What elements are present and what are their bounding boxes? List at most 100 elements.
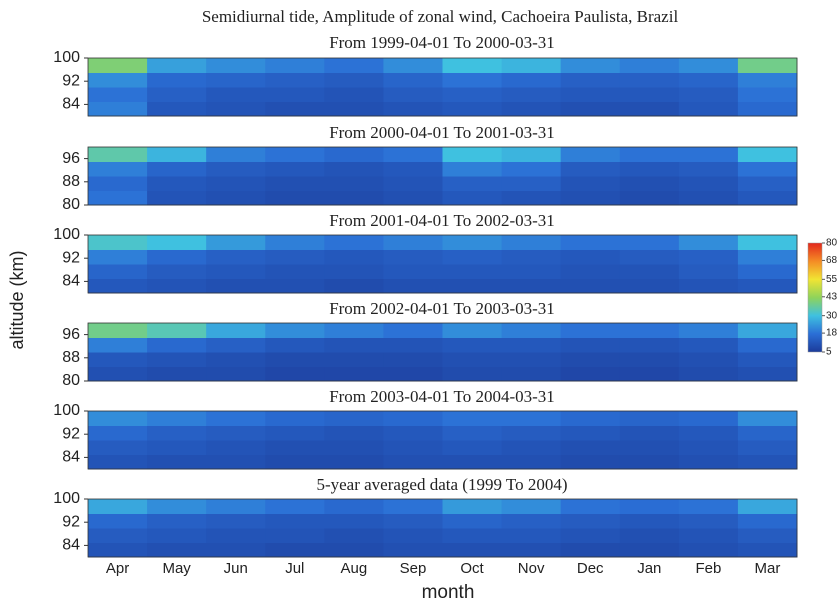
heat-cell (206, 190, 266, 206)
heat-cell (383, 101, 443, 117)
y-tick-label: 100 (53, 490, 80, 507)
heat-cell (619, 352, 680, 367)
heat-cell (619, 425, 680, 441)
heat-cell (383, 72, 443, 88)
heat-cell (206, 440, 266, 455)
heat-cell (206, 323, 266, 338)
heat-cell (147, 190, 207, 206)
heat-cell (678, 411, 739, 426)
heat-cell (265, 411, 325, 426)
heat-cell (147, 58, 207, 73)
heat-cell (265, 278, 325, 294)
heat-cell (147, 147, 207, 162)
heat-cell (442, 176, 503, 191)
colorbar-tick-label: 68 (826, 255, 838, 266)
heat-cell (88, 337, 148, 353)
heat-cell (324, 101, 384, 117)
heat-cell (88, 411, 148, 426)
heat-cell (442, 264, 503, 279)
x-tick-label: Jan (637, 560, 661, 577)
heat-cell (206, 72, 266, 88)
heat-cell (501, 278, 562, 294)
heat-cell (324, 440, 384, 455)
heat-cell (324, 425, 384, 441)
heat-cell (324, 176, 384, 191)
heat-cell (88, 352, 148, 367)
heat-cell (324, 323, 384, 338)
y-tick-label: 100 (53, 402, 80, 419)
heat-cell (619, 264, 680, 279)
heat-cell (147, 440, 207, 455)
heat-cell (442, 411, 503, 426)
heat-cell (442, 278, 503, 294)
heat-cell (383, 411, 443, 426)
x-tick-label: Mar (755, 560, 781, 577)
heat-cell (383, 176, 443, 191)
heat-cell (383, 337, 443, 353)
colorbar (807, 242, 823, 353)
heat-cell (265, 528, 325, 543)
panel-frame (87, 146, 798, 206)
heat-cell (265, 190, 325, 206)
heat-cell (560, 264, 621, 279)
heat-cell (678, 235, 739, 250)
heat-cell (265, 337, 325, 353)
heat-cell (737, 147, 798, 162)
heat-cell (265, 513, 325, 529)
heat-cell (206, 147, 266, 162)
heat-cell (501, 542, 562, 558)
heat-cell (88, 147, 148, 162)
heat-cell (501, 337, 562, 353)
y-axis-label: altitude (km) (7, 250, 27, 349)
x-tick-label: Apr (106, 560, 129, 577)
heat-cell (560, 454, 621, 470)
heat-cell (324, 249, 384, 265)
heat-cell (442, 161, 503, 177)
heat-cell (737, 352, 798, 367)
heat-cell (265, 249, 325, 265)
heat-cell (88, 264, 148, 279)
y-tick-label: 92 (62, 72, 80, 89)
heat-cell (737, 190, 798, 206)
heat-cell (678, 72, 739, 88)
heat-cell (560, 147, 621, 162)
heat-cell (737, 323, 798, 338)
heat-cell (88, 249, 148, 265)
heat-cell (265, 499, 325, 514)
heat-cell (88, 542, 148, 558)
heat-cell (560, 176, 621, 191)
heat-cell (501, 72, 562, 88)
heat-cell (324, 87, 384, 102)
heat-cell (678, 542, 739, 558)
heat-cell (619, 101, 680, 117)
heat-cell (206, 235, 266, 250)
heat-cell (619, 366, 680, 382)
heat-cell (383, 235, 443, 250)
heat-cell (265, 147, 325, 162)
y-tick-label: 88 (62, 173, 80, 190)
heat-cell (678, 425, 739, 441)
heat-cell (678, 528, 739, 543)
y-tick-label: 84 (62, 273, 80, 290)
heat-cell (619, 337, 680, 353)
heat-cell (383, 513, 443, 529)
heat-cell (88, 513, 148, 529)
heat-cell (147, 352, 207, 367)
heat-cell (88, 87, 148, 102)
heat-cell (737, 513, 798, 529)
heat-cell (619, 147, 680, 162)
heat-cell (442, 147, 503, 162)
heat-cell (88, 366, 148, 382)
heat-cell (206, 528, 266, 543)
heat-cell (560, 411, 621, 426)
heat-cell (560, 337, 621, 353)
heat-cell (442, 323, 503, 338)
heat-cell (737, 101, 798, 117)
heat-cell (147, 411, 207, 426)
panel-frame (87, 410, 798, 470)
heat-cell (324, 513, 384, 529)
panel-title: From 2002-04-01 To 2003-03-31 (329, 299, 555, 318)
heat-cell (737, 176, 798, 191)
heat-cell (206, 337, 266, 353)
heat-cell (678, 58, 739, 73)
